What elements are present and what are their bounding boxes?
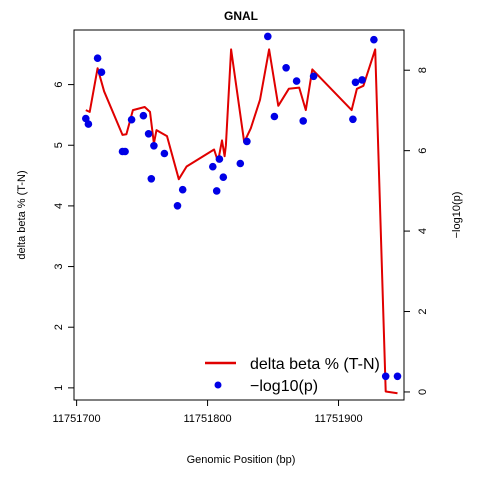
y2-tick-label: 0: [417, 389, 429, 395]
y-axis-label: delta beta % (T-N): [16, 170, 28, 259]
series-point-log-p: [178, 185, 187, 194]
series-point-log-p: [370, 35, 378, 44]
series-point-log-p: [150, 142, 158, 150]
chart-title: GNAL: [224, 9, 258, 23]
y-axis-left: 1 2 3 4 5 6: [53, 82, 75, 391]
y2-tick-label: 6: [417, 148, 429, 154]
series-point-log-p: [147, 175, 156, 183]
series-point-log-p: [309, 72, 318, 81]
series-point-log-p: [358, 76, 366, 84]
series-point-log-p: [351, 78, 360, 87]
y-axis-right: 0 2 4 6 8: [403, 67, 429, 395]
y-tick-label: 4: [53, 203, 65, 209]
x-tick-label: 11751900: [314, 413, 362, 425]
y2-tick-label: 4: [417, 228, 429, 234]
series-point-log-p: [84, 120, 93, 128]
y2-tick-label: 8: [417, 67, 429, 73]
x-axis: 11751700 11751800 11751900: [53, 399, 363, 425]
y-tick-label: 1: [53, 385, 65, 391]
legend-label-delta-beta: delta beta % (T-N): [250, 356, 380, 373]
series-point-log-p: [264, 32, 272, 41]
x-tick-label: 11751700: [53, 413, 101, 425]
series-layer: [82, 32, 402, 395]
series-point-log-p: [243, 137, 251, 146]
y2-tick-label: 2: [417, 308, 429, 314]
y-tick-label: 6: [53, 82, 65, 88]
series-point-log-p: [236, 159, 245, 168]
legend-label-log-p: −log10(p): [250, 378, 318, 395]
series-point-log-p: [97, 68, 106, 76]
series-point-log-p: [212, 187, 221, 195]
series-point-log-p: [292, 77, 301, 85]
series-point-log-p: [121, 147, 129, 156]
series-point-log-p: [209, 162, 217, 171]
series-point-log-p: [139, 111, 148, 120]
series-point-log-p: [381, 372, 390, 381]
x-axis-label: Genomic Position (bp): [187, 454, 296, 466]
y-tick-label: 2: [53, 324, 65, 330]
series-point-log-p: [144, 130, 153, 138]
legend-point-swatch: [214, 381, 222, 389]
series-point-log-p: [299, 117, 308, 125]
series-point-log-p: [173, 202, 182, 210]
series-point-log-p: [270, 112, 279, 121]
x-tick-label: 11751800: [184, 413, 232, 425]
series-point-log-p: [349, 115, 357, 124]
series-point-log-p: [93, 54, 102, 62]
legend: delta beta % (T-N) −log10(p): [205, 356, 380, 395]
series-point-log-p: [393, 372, 402, 381]
series-point-log-p: [282, 64, 290, 72]
series-point-log-p: [215, 155, 224, 163]
series-line-delta-beta: [85, 48, 398, 395]
y-tick-label: 5: [53, 142, 65, 148]
y-tick-label: 3: [53, 263, 65, 269]
series-point-log-p: [160, 149, 169, 158]
series-point-log-p: [127, 115, 136, 124]
y2-axis-label: −log10(p): [451, 192, 463, 239]
series-point-log-p: [219, 173, 228, 181]
